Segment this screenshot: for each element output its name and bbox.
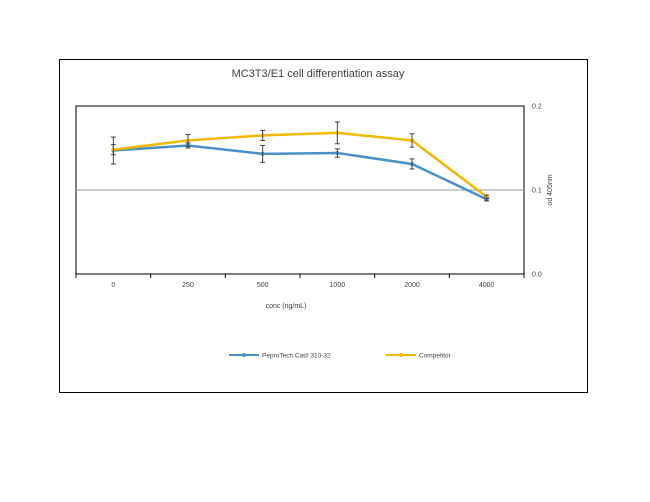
legend-label: Competitor bbox=[419, 353, 452, 360]
x-tick-label: 2000 bbox=[404, 282, 420, 289]
y-tick-label: 0.0 bbox=[532, 272, 542, 279]
error-bar bbox=[260, 144, 266, 163]
legend-marker bbox=[399, 353, 403, 357]
series-1 bbox=[110, 121, 490, 199]
legend-item: PeproTech Cat# 310-32 bbox=[229, 353, 331, 360]
legend-item: Competitor bbox=[386, 353, 452, 360]
error-bar bbox=[110, 144, 116, 156]
error-bar bbox=[484, 194, 490, 199]
y-tick-label: 0.2 bbox=[532, 104, 542, 111]
x-tick-label: 500 bbox=[257, 282, 269, 289]
y-tick-labels: 0.0 0.1 0.2 bbox=[532, 104, 542, 279]
series-line bbox=[113, 131, 488, 198]
series-line bbox=[113, 144, 488, 201]
error-bar bbox=[334, 148, 340, 158]
series-layer bbox=[110, 121, 490, 202]
legend-label: PeproTech Cat# 310-32 bbox=[262, 353, 331, 360]
error-bar bbox=[260, 129, 266, 141]
x-tick-label: 250 bbox=[182, 282, 194, 289]
legend-marker bbox=[242, 353, 246, 357]
x-tick-label: 0 bbox=[111, 282, 115, 289]
x-axis: 0 250 500 1000 2000 4000 bbox=[75, 274, 525, 289]
error-bar bbox=[185, 134, 191, 147]
error-bar bbox=[409, 133, 415, 148]
x-tick-label: 1000 bbox=[330, 282, 346, 289]
error-bar bbox=[334, 121, 340, 145]
chart-title: MC3T3/E1 cell differentiation assay bbox=[232, 68, 405, 80]
y-tick-label: 0.1 bbox=[532, 188, 542, 195]
y-axis-label: od 405nm bbox=[547, 174, 554, 205]
x-axis-label: conc (ng/mL) bbox=[266, 303, 307, 310]
series-0 bbox=[110, 136, 490, 202]
x-tick-label: 4000 bbox=[479, 282, 495, 289]
legend: PeproTech Cat# 310-32 Competitor bbox=[229, 353, 452, 360]
error-bar bbox=[409, 158, 415, 170]
